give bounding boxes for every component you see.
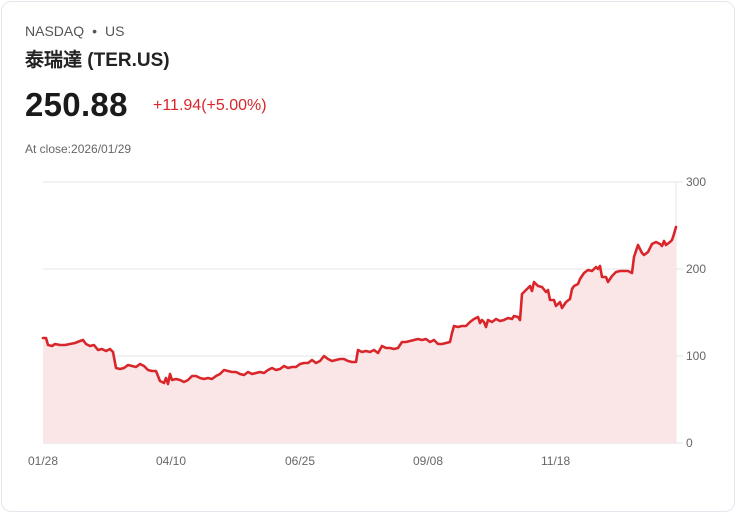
exchange-name: NASDAQ bbox=[25, 23, 85, 39]
stock-name: 泰瑞達 (TER.US) bbox=[25, 50, 170, 71]
price-area-fill bbox=[43, 227, 676, 443]
y-tick-0: 0 bbox=[686, 436, 693, 450]
x-tick-0128: 01/28 bbox=[28, 454, 58, 468]
x-tick-0908: 09/08 bbox=[413, 454, 443, 468]
y-axis-labels: 300 200 100 0 bbox=[686, 175, 706, 450]
y-tick-200: 200 bbox=[686, 262, 706, 276]
stock-price: 250.88 bbox=[25, 86, 128, 123]
x-tick-0410: 04/10 bbox=[156, 454, 186, 468]
separator-dot: • bbox=[92, 23, 98, 39]
y-tick-300: 300 bbox=[686, 175, 706, 189]
x-tick-1118: 11/18 bbox=[541, 454, 570, 468]
x-axis-labels: 01/28 04/10 06/25 09/08 11/18 bbox=[28, 454, 570, 468]
price-change: +11.94(+5.00%) bbox=[153, 97, 267, 114]
market-name: US bbox=[105, 23, 125, 39]
exchange-line: NASDAQ • US bbox=[25, 23, 124, 39]
y-tick-100: 100 bbox=[686, 349, 706, 363]
close-date: At close:2026/01/29 bbox=[25, 142, 132, 156]
x-tick-0625: 06/25 bbox=[285, 454, 315, 468]
price-line bbox=[41, 225, 678, 386]
